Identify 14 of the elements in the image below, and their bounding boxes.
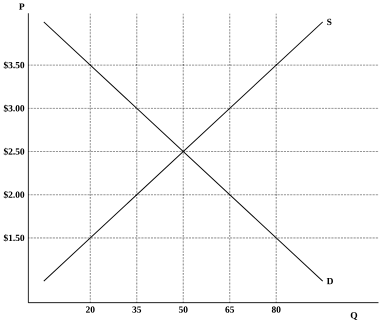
- x-axis-title: Q: [350, 312, 358, 320]
- series-label: D: [326, 278, 333, 284]
- x-tick-label: 65: [225, 306, 234, 313]
- y-tick-label: $3.50: [4, 61, 24, 69]
- y-tick-label: $2.00: [4, 190, 24, 198]
- x-tick-label: 50: [178, 306, 188, 313]
- y-tick-label: $1.50: [4, 234, 24, 242]
- y-tick-label: $2.50: [4, 148, 24, 156]
- y-axis-title: P: [19, 3, 24, 10]
- series-label: S: [327, 18, 332, 25]
- x-tick-label: 80: [272, 306, 281, 313]
- y-tick-label: $3.00: [4, 104, 24, 112]
- x-tick-label: 20: [86, 306, 95, 313]
- x-tick-label: 35: [132, 306, 142, 313]
